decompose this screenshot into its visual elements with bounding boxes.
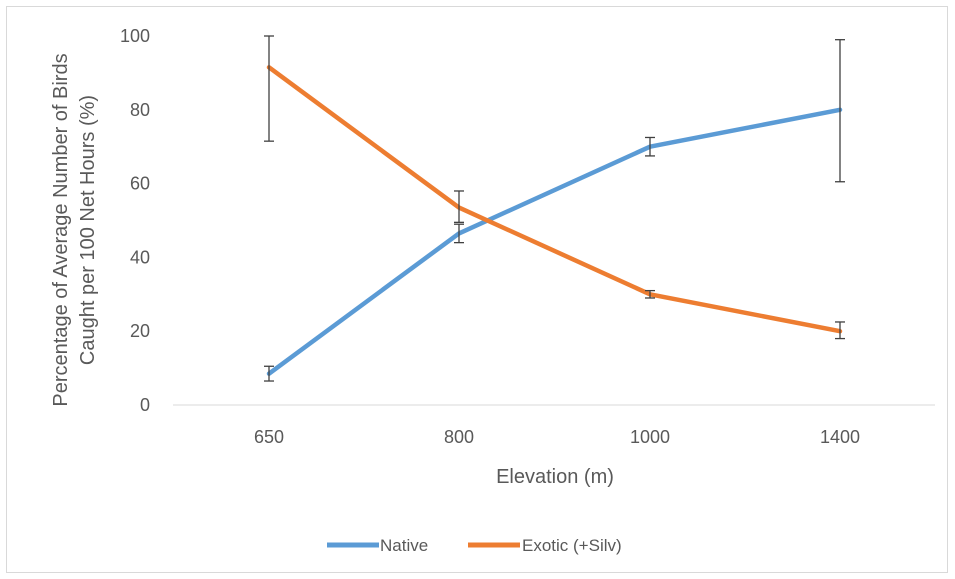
chart-frame: [6, 6, 948, 573]
error-bar-native: [454, 223, 464, 244]
error-bar-exotic: [835, 321, 845, 340]
x-tick-label: 1400: [820, 427, 860, 447]
x-tick-label: 800: [444, 427, 474, 447]
error-bar-native: [645, 136, 655, 157]
y-tick-label: 40: [130, 247, 150, 267]
series-lines: [266, 65, 843, 376]
series-line-native: [266, 107, 843, 376]
x-tick-label: 1000: [630, 427, 670, 447]
y-axis-title-line-1: Percentage of Average Number of Birds: [50, 53, 72, 406]
error-bar-exotic: [264, 35, 274, 142]
error-bars: [264, 35, 845, 382]
y-tick-label: 100: [120, 26, 150, 46]
error-bar-native: [835, 39, 845, 183]
legend-label-native: Native: [380, 536, 428, 555]
x-tick-label: 650: [254, 427, 284, 447]
x-axis-ticks: 650 800 1000 1400: [254, 427, 860, 447]
y-tick-label: 20: [130, 321, 150, 341]
legend: Native Exotic (+Silv): [327, 536, 622, 555]
y-axis-ticks: 0 20 40 60 80 100: [120, 26, 150, 415]
y-axis-title-line-2: Caught per 100 Net Hours (%): [77, 95, 99, 365]
y-tick-label: 80: [130, 100, 150, 120]
y-tick-label: 60: [130, 174, 150, 194]
x-axis-title: Elevation (m): [496, 466, 614, 488]
legend-label-exotic: Exotic (+Silv): [522, 536, 622, 555]
series-line-exotic: [266, 65, 843, 334]
error-bar-exotic: [454, 190, 464, 223]
error-bar-native: [264, 365, 274, 382]
y-tick-label: 0: [140, 395, 150, 415]
error-bar-exotic: [645, 289, 655, 299]
